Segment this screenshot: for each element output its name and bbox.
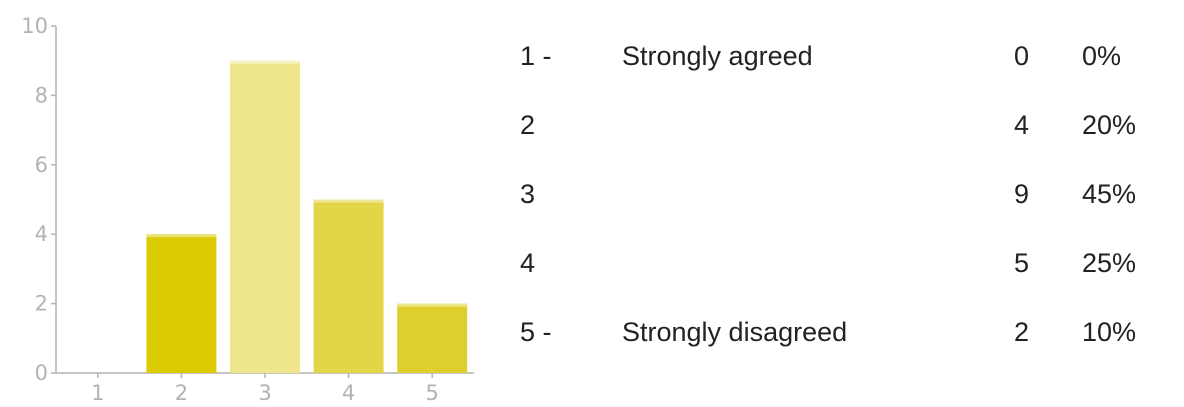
bar-highlight: [146, 234, 217, 238]
summary-row: 4 5 25%: [520, 229, 1182, 298]
response-count: 0: [1014, 41, 1030, 71]
summary-row: 1 - Strongly agreed 0 0%: [520, 22, 1182, 91]
rating-number: 3: [520, 179, 536, 209]
response-percent: 0%: [1082, 41, 1122, 71]
y-tick-label: 8: [35, 83, 48, 107]
bar: [230, 60, 300, 373]
rating-label: [622, 91, 1014, 160]
rating-label: Strongly agreed: [622, 41, 813, 71]
rating-number: 1 -: [520, 41, 552, 71]
response-percent: 45%: [1082, 179, 1137, 209]
rating-number: 4: [520, 248, 536, 278]
y-tick-label: 2: [35, 292, 48, 316]
rating-label: [622, 229, 1014, 298]
response-count: 4: [1014, 110, 1030, 140]
x-tick-label: 4: [342, 381, 355, 405]
response-percent: 25%: [1082, 248, 1137, 278]
summary-row: 3 9 45%: [520, 160, 1182, 229]
rating-label: Strongly disagreed: [622, 317, 848, 347]
bars: [146, 60, 468, 373]
rating-label: [622, 160, 1014, 229]
bar-chart: 0 2 4 6 8 10 1 2 3 4 5: [0, 0, 490, 407]
y-tick-label: 0: [35, 361, 48, 385]
response-percent: 20%: [1082, 110, 1137, 140]
y-tick-label: 4: [35, 222, 48, 246]
x-tick-label: 2: [175, 381, 188, 405]
bar: [313, 199, 384, 373]
y-tick-label: 6: [35, 153, 48, 177]
rating-number: 5 -: [520, 317, 552, 347]
rating-number: 2: [520, 110, 536, 140]
x-tick-label: 3: [258, 381, 271, 405]
bar-highlight: [313, 199, 384, 203]
summary-row: 5 - Strongly disagreed 2 10%: [520, 298, 1182, 367]
x-tick-label: 1: [91, 381, 104, 405]
response-count: 2: [1014, 317, 1030, 347]
bar-highlight: [230, 60, 300, 64]
response-percent: 10%: [1082, 317, 1137, 347]
y-tick-label: 10: [21, 14, 48, 38]
bar: [146, 234, 217, 373]
response-count: 5: [1014, 248, 1030, 278]
response-count: 9: [1014, 179, 1030, 209]
summary-row: 2 4 20%: [520, 91, 1182, 160]
response-summary-table: 1 - Strongly agreed 0 0% 2 4 20% 3 9 45%…: [520, 22, 1182, 367]
bar: [397, 303, 468, 373]
bar-highlight: [397, 303, 468, 307]
x-tick-label: 5: [426, 381, 439, 405]
